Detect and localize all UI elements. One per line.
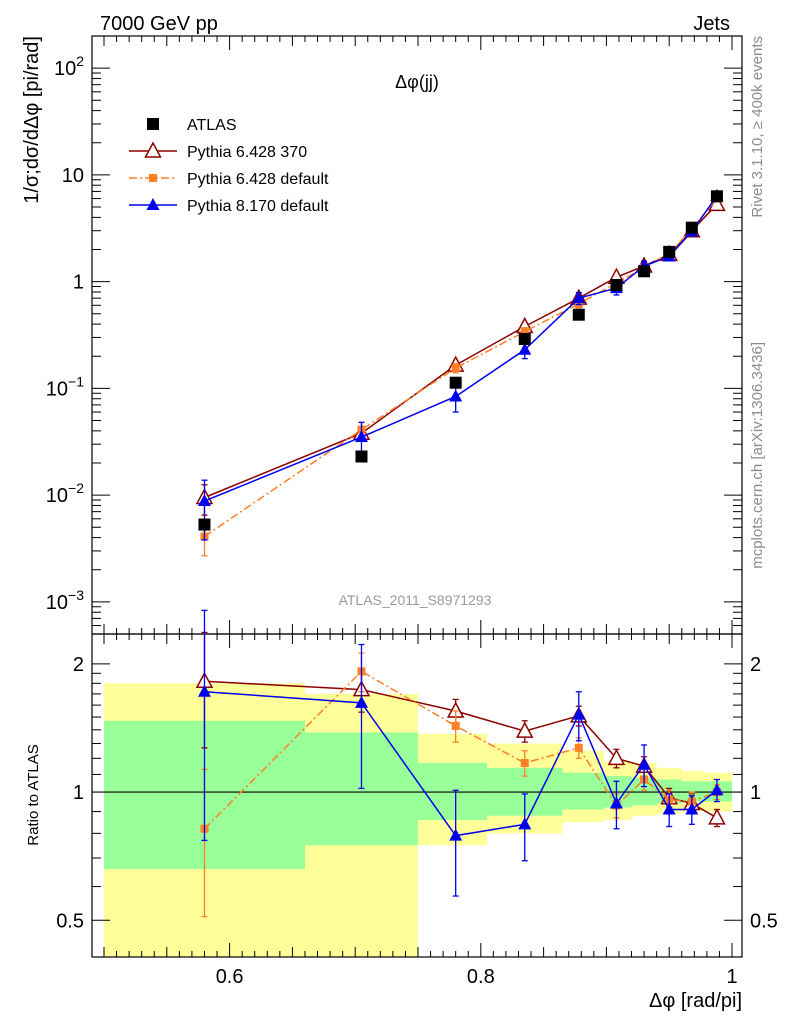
header-process: Jets bbox=[693, 13, 730, 35]
main-series-2 bbox=[200, 194, 721, 557]
y-tick-label: 1 bbox=[73, 272, 84, 294]
main-y-label: 1/σ;dσ/dΔφ [pi/rad] bbox=[21, 36, 43, 204]
main-point bbox=[449, 389, 463, 402]
legend-marker bbox=[144, 141, 162, 158]
main-point bbox=[354, 430, 368, 443]
legend: ATLAS Pythia 6.428 370 Pythia 6.428 defaul… bbox=[129, 117, 329, 215]
main-point bbox=[685, 221, 698, 234]
main-point bbox=[663, 245, 676, 258]
main-point bbox=[710, 190, 723, 203]
ratio-point bbox=[449, 828, 463, 841]
rivet-info: Rivet 3.1.10, ≥ 400k events bbox=[749, 36, 766, 218]
ratio-y-tick-label-left: 2 bbox=[73, 654, 84, 676]
x-tick-label: 0.6 bbox=[216, 966, 244, 988]
main-point bbox=[449, 376, 462, 389]
uncertainty-bands bbox=[104, 683, 732, 957]
main-series-0 bbox=[198, 190, 723, 533]
ratio-point bbox=[572, 707, 586, 720]
main-point bbox=[638, 265, 651, 278]
main-point bbox=[451, 364, 460, 373]
main-title: Δφ(jj) bbox=[395, 72, 439, 92]
main-point bbox=[572, 308, 585, 321]
ratio-point bbox=[197, 684, 211, 697]
ratio-point bbox=[662, 802, 676, 815]
x-tick-label: 0.8 bbox=[467, 966, 495, 988]
ratio-frame bbox=[91, 633, 743, 958]
y-tick-label: 10 bbox=[62, 165, 84, 187]
legend-marker bbox=[146, 198, 160, 210]
legend-label: ATLAS bbox=[187, 117, 237, 134]
ratio-y-tick-label-left: 0.5 bbox=[56, 910, 84, 932]
legend-marker bbox=[147, 118, 159, 130]
y-tick-label: 10−3 bbox=[46, 587, 84, 614]
main-series-1 bbox=[195, 194, 726, 516]
ratio-y-tick-label-left: 1 bbox=[73, 782, 84, 804]
main-series-line bbox=[204, 198, 718, 538]
main-point bbox=[518, 333, 531, 346]
ratio-point bbox=[451, 721, 460, 730]
y-tick-label: 10−2 bbox=[46, 480, 84, 507]
ratio-y-label: Ratio to ATLAS bbox=[25, 744, 42, 845]
legend-label: Pythia 8.170 default bbox=[187, 198, 329, 215]
band-green-4 bbox=[562, 772, 604, 810]
main-point bbox=[518, 342, 532, 355]
main-point bbox=[197, 494, 211, 507]
y-tick-label: 102 bbox=[54, 53, 84, 80]
ratio-point bbox=[354, 695, 368, 708]
legend-label: Pythia 6.428 370 bbox=[187, 144, 307, 161]
ratio-panel: Ratio to ATLAS Δφ [rad/pi] 0.6 0.8 1 0.5 0.5… bbox=[25, 609, 778, 1012]
main-series-line bbox=[204, 203, 718, 499]
legend-label: Pythia 6.428 default bbox=[187, 171, 329, 188]
x-tick-label: 1 bbox=[726, 966, 737, 988]
y-tick-label: 10−1 bbox=[46, 373, 84, 400]
ratio-point bbox=[518, 817, 532, 830]
main-point bbox=[610, 278, 623, 291]
ratio-plot-area: 0.6 0.8 1 0.5 0.5 1 1 2 2 bbox=[56, 609, 778, 988]
main-plot-area: 10−3 10−2 10−1 1 10 102 bbox=[46, 35, 743, 635]
ratio-point bbox=[574, 743, 583, 752]
main-point bbox=[355, 450, 368, 463]
legend-marker bbox=[149, 174, 157, 182]
ratio-series-line bbox=[204, 690, 718, 837]
main-series-line bbox=[204, 195, 718, 502]
ratio-point bbox=[708, 808, 726, 825]
ratio-y-tick-label-right: 1 bbox=[750, 782, 761, 804]
main-point bbox=[572, 291, 586, 304]
ratio-point bbox=[516, 721, 534, 738]
main-panel: Δφ(jj) ATLAS_2011_S8971293 1/σ;dσ/dΔφ [p… bbox=[21, 35, 743, 635]
ratio-point bbox=[609, 796, 623, 809]
ratio-point bbox=[520, 759, 529, 768]
ratio-series-2 bbox=[197, 609, 724, 897]
ratio-point bbox=[685, 802, 699, 815]
ratio-point bbox=[637, 757, 651, 770]
ratio-point bbox=[607, 748, 626, 766]
ratio-point bbox=[710, 783, 724, 796]
header-energy: 7000 GeV pp bbox=[100, 13, 218, 35]
watermark: ATLAS_2011_S8971293 bbox=[339, 592, 492, 608]
main-point bbox=[520, 327, 529, 336]
ratio-series-line bbox=[203, 670, 718, 830]
ratio-y-tick-label-right: 2 bbox=[750, 654, 761, 676]
x-axis-label: Δφ [rad/pi] bbox=[649, 990, 742, 1012]
main-point bbox=[198, 518, 211, 531]
mcplots-info: mcplots.cern.ch [arXiv:1306.3436] bbox=[749, 342, 766, 569]
ratio-y-tick-label-right: 0.5 bbox=[750, 910, 778, 932]
